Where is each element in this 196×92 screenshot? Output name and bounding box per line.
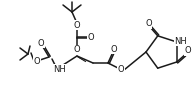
Text: O: O [74, 46, 80, 54]
Text: NH: NH [174, 37, 187, 46]
Text: O: O [38, 38, 44, 47]
Text: O: O [34, 56, 40, 66]
Text: NH: NH [54, 64, 66, 74]
Text: O: O [74, 21, 80, 30]
Text: O: O [88, 33, 94, 43]
Text: O: O [184, 46, 191, 55]
Text: O: O [145, 19, 152, 28]
Text: O: O [111, 45, 117, 54]
Text: O: O [118, 66, 124, 75]
